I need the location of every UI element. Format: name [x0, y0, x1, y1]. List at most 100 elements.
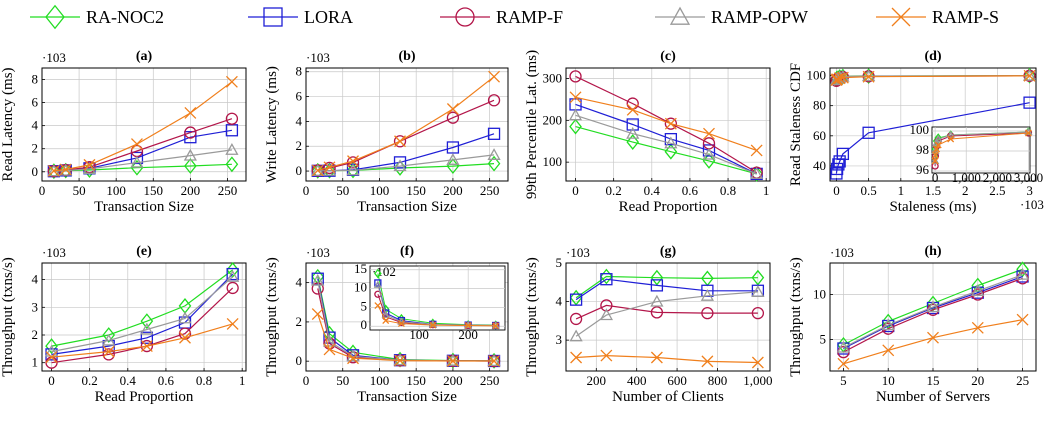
series-ramp-s	[931, 129, 1032, 165]
x-tick-label: 100	[106, 183, 126, 198]
y-tick-label: 4	[32, 118, 39, 133]
data-point	[1023, 67, 1036, 84]
data-point	[569, 293, 583, 306]
x-tick-label: 0.8	[196, 373, 212, 388]
y-tick-label: 40	[813, 158, 826, 173]
legend-marker-circle	[455, 7, 475, 27]
series-line	[575, 304, 758, 320]
series-line	[377, 305, 496, 327]
y-tick-label: 100	[807, 68, 827, 83]
inset-y-tick-label: 100	[910, 122, 930, 137]
y-axis-label: Throughput (txns/s)	[788, 257, 804, 377]
inset-x-tick-label: 3,000	[1014, 170, 1043, 185]
panel-title: (e)	[136, 244, 152, 259]
series-line	[317, 313, 494, 362]
y-tick-label: 4	[296, 113, 303, 128]
series-line	[835, 102, 1030, 174]
y-tick-label: 4	[32, 272, 39, 287]
y-axis-multiplier: ·103	[830, 245, 854, 260]
data-point	[931, 151, 939, 159]
data-point	[311, 273, 325, 286]
x-tick-label: 800	[708, 373, 728, 388]
y-tick-label: 3	[556, 332, 563, 347]
data-point	[488, 355, 501, 367]
x-tick-label: 600	[667, 373, 687, 388]
data-point	[102, 327, 116, 343]
y-axis-label: Throughput (txns/s)	[0, 257, 16, 377]
data-point	[226, 317, 239, 330]
y-tick-label: 3	[32, 299, 39, 314]
data-point	[934, 141, 942, 149]
data-point	[933, 145, 941, 153]
data-point	[394, 354, 406, 367]
data-point	[650, 294, 664, 307]
data-point	[464, 322, 472, 329]
x-tick-label: 0	[39, 183, 46, 198]
data-point	[750, 144, 763, 157]
data-point	[1023, 96, 1036, 109]
y-tick-label: 80	[813, 98, 826, 113]
plot-frame	[565, 67, 771, 182]
data-point	[862, 126, 875, 139]
plot-frame	[565, 262, 771, 372]
data-point	[446, 153, 460, 165]
y-tick-label: 6	[32, 95, 39, 110]
data-point	[1016, 313, 1029, 326]
data-point	[487, 94, 501, 107]
legend-item-lora: LORA	[248, 7, 353, 27]
series-line	[317, 154, 495, 172]
legend-label: RAMP-OPW	[711, 7, 808, 27]
series-line	[51, 269, 234, 347]
series-line	[317, 76, 495, 171]
y-tick-label: 2	[32, 327, 39, 342]
x-tick-label: 400	[627, 373, 647, 388]
x-tick-label: 50	[73, 183, 86, 198]
y-tick-label: 100	[543, 154, 563, 169]
data-point	[934, 134, 943, 143]
data-point	[664, 132, 678, 146]
x-tick-label: 0.6	[682, 183, 699, 198]
data-point	[102, 333, 116, 346]
panel-title: (c)	[660, 49, 676, 64]
x-tick-label: 250	[218, 183, 238, 198]
plot-frame	[305, 67, 509, 182]
y-tick-label: 300	[543, 70, 563, 85]
data-point	[346, 163, 360, 176]
data-point	[487, 155, 501, 172]
y-tick-label: 2	[32, 141, 39, 156]
y-axis-label: Read Latency (ms)	[0, 67, 16, 181]
data-point	[862, 69, 876, 82]
x-tick-label: 0	[303, 373, 310, 388]
data-point	[47, 164, 60, 177]
data-point	[836, 147, 850, 161]
data-point	[837, 357, 850, 370]
data-point	[569, 70, 582, 83]
inset-chart: 0 1,000 2,000 3,000 96 98 100	[910, 122, 1044, 185]
y-axis-multiplier: ·103	[566, 245, 590, 260]
x-tick-label: 0.4	[120, 373, 137, 388]
data-point	[927, 331, 939, 344]
data-point	[374, 268, 382, 279]
x-tick-label: 200	[443, 373, 463, 388]
data-point	[750, 167, 764, 179]
data-point	[130, 155, 144, 168]
y-tick-label: 60	[813, 128, 826, 143]
y-tick-label: 4	[296, 275, 303, 290]
data-point	[1024, 129, 1032, 137]
inset-y-multiplier: ·102	[372, 264, 396, 279]
series-line	[843, 268, 1023, 346]
data-point	[446, 103, 459, 115]
x-tick-label: 0	[303, 183, 310, 198]
legend: RA-NOC2 LORA RAMP-F RAMP-OPW RAMP-S	[30, 4, 999, 30]
series-ramp-s	[374, 302, 500, 330]
y-axis-multiplier: ·103	[42, 50, 66, 65]
data-point	[650, 351, 663, 364]
data-point	[650, 279, 664, 292]
data-point	[446, 111, 460, 124]
x-tick-label: 150	[406, 373, 426, 388]
data-point	[664, 143, 678, 160]
series-ramp-s	[570, 349, 764, 369]
data-point	[926, 300, 940, 313]
data-point	[59, 163, 72, 176]
